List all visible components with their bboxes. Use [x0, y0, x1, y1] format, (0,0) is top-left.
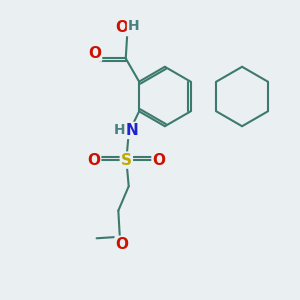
Text: O: O	[116, 237, 129, 252]
Text: O: O	[152, 153, 166, 168]
Text: N: N	[126, 123, 139, 138]
Text: O: O	[88, 46, 101, 61]
Text: S: S	[121, 153, 132, 168]
Text: O: O	[116, 20, 128, 35]
Text: H: H	[128, 19, 140, 33]
Text: H: H	[114, 123, 126, 137]
Text: O: O	[87, 153, 100, 168]
